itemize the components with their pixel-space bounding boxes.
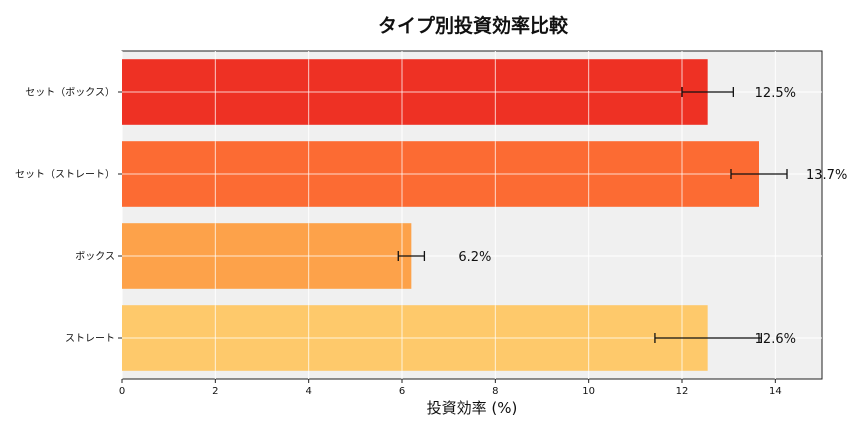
x-axis: 0 2 4 6 8 10 12 14 — [119, 379, 782, 397]
data-labels: 12.5% 13.7% 6.2% 12.6% — [458, 86, 847, 347]
category-label: セット（ストレート） — [15, 169, 115, 181]
chart-title: タイプ別投資効率比較 — [378, 14, 569, 37]
x-tick-label: 12 — [676, 386, 689, 397]
x-tick-label: 14 — [769, 386, 782, 397]
x-tick-label: 10 — [582, 386, 595, 397]
data-label: 6.2% — [458, 250, 491, 265]
data-label: 12.5% — [755, 86, 796, 101]
x-tick-label: 8 — [492, 386, 498, 397]
x-tick-label: 2 — [212, 386, 218, 397]
data-label: 13.7% — [806, 168, 847, 183]
data-label: 12.6% — [755, 332, 796, 347]
bars — [122, 59, 759, 371]
x-tick-label: 4 — [305, 386, 311, 397]
x-tick-label: 0 — [119, 386, 125, 397]
category-label: ストレート — [65, 334, 115, 345]
category-label: ボックス — [75, 251, 115, 263]
x-axis-label: 投資効率 (%) — [427, 399, 518, 417]
error-bars — [397, 87, 788, 343]
category-label: セット（ボックス） — [25, 87, 115, 99]
x-tick-label: 6 — [399, 386, 405, 397]
